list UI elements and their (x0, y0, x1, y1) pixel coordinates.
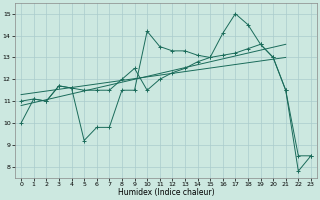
X-axis label: Humidex (Indice chaleur): Humidex (Indice chaleur) (118, 188, 214, 197)
